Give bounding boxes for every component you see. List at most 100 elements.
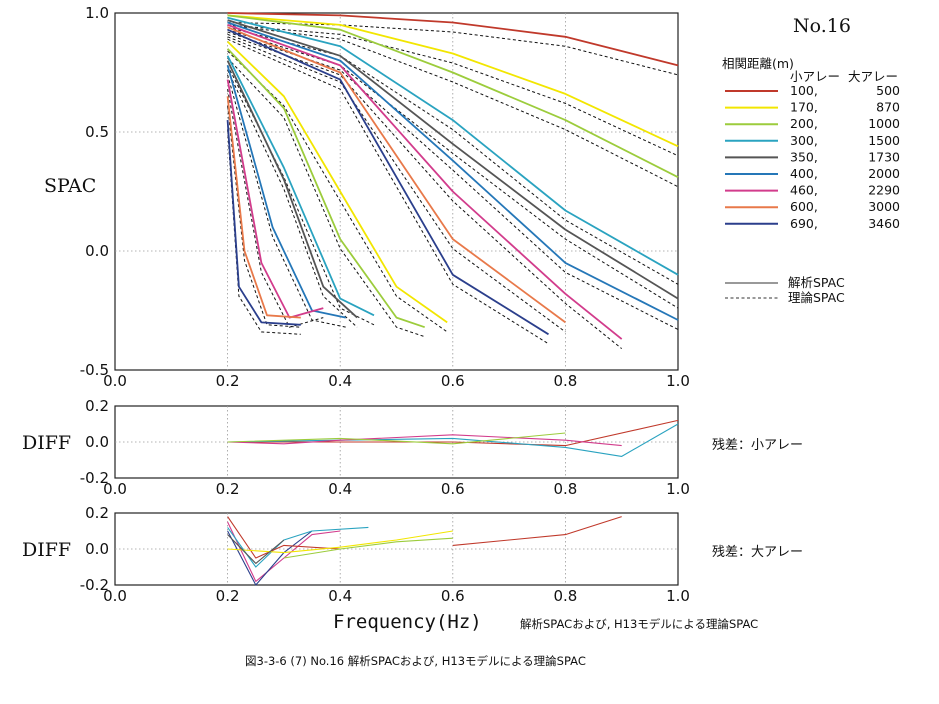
- theory-spac-legend-label: 理論SPAC: [788, 290, 845, 305]
- diff-small-series-line: [227, 432, 566, 445]
- spac-x-tick-label: 0.2: [216, 372, 240, 390]
- spac-x-tick-label: 0.6: [441, 372, 465, 390]
- spac-theory-line: [227, 129, 301, 335]
- spac-x-tick-label: 0.4: [328, 372, 352, 390]
- diff-large-y-tick-label: -0.2: [80, 576, 109, 594]
- diff-large-series-line: [283, 537, 453, 559]
- frequency-axis-label: Frequency(Hz): [333, 611, 482, 633]
- legend-large-distance: 1500: [868, 133, 900, 148]
- spac-theory-line: [227, 33, 623, 349]
- legend-large-distance: 1000: [868, 116, 900, 131]
- spac-theory-line: [227, 57, 425, 338]
- spac-series-line: [227, 14, 679, 148]
- spac-series-line: [227, 24, 623, 340]
- spac-series-line: [227, 21, 679, 321]
- spac-series-line: [226, 120, 301, 326]
- spac-series-line: [227, 16, 679, 276]
- legend-small-distance: 460,: [790, 183, 818, 198]
- spac-series-line: [226, 60, 358, 319]
- spac-series-line: [226, 65, 346, 319]
- spac-x-tick-label: 0.8: [553, 372, 577, 390]
- spac-theory-line: [227, 29, 679, 309]
- spac-y-tick-label: 1.0: [85, 4, 109, 22]
- diff-large-panel: 0.0 0.2 0.4 0.6 0.8 1.0-0.20.00.2: [80, 504, 690, 605]
- diff-small-axis-label: DIFF: [22, 432, 71, 454]
- legend-small-distance: 600,: [790, 199, 818, 214]
- spac-y-tick-label: 0.5: [85, 123, 109, 141]
- diff-large-series-line: [227, 530, 453, 554]
- diff-small-panel: 0.0 0.2 0.4 0.6 0.8 1.0-0.20.00.2: [80, 397, 690, 498]
- legend-large-distance: 3460: [868, 216, 900, 231]
- diff-small-series-line: [227, 419, 679, 447]
- legend-small-distance: 200,: [790, 116, 818, 131]
- diff-small-x-tick-label: 1.0: [666, 480, 690, 498]
- spac-series-line: [227, 19, 679, 300]
- diff-large-axis-label: DIFF: [22, 539, 71, 561]
- diff-small-series-line: [227, 434, 622, 447]
- legend-title: 相関距離(m): [722, 56, 794, 71]
- diff-large-y-tick-label: 0.0: [85, 540, 109, 558]
- analysis-spac-legend-label: 解析SPAC: [788, 275, 845, 290]
- spac-theory-line: [227, 105, 301, 328]
- diff-small-x-tick-label: 0.8: [553, 480, 577, 498]
- spac-theory-line: [227, 69, 358, 328]
- diff-large-x-tick-label: 0.6: [441, 587, 465, 605]
- diff-large-x-tick-label: 0.8: [553, 587, 577, 605]
- spac-plot-frame: [114, 12, 679, 371]
- diff-large-x-tick-label: 0.4: [328, 587, 352, 605]
- diff-small-y-tick-label: 0.2: [85, 397, 109, 415]
- spac-theory-line: [227, 89, 324, 328]
- spac-series-line: [227, 12, 679, 67]
- spac-y-tick-label: 0.0: [85, 242, 109, 260]
- diff-large-y-tick-label: 0.2: [85, 504, 109, 522]
- legend-small-distance: 400,: [790, 166, 818, 181]
- diff-small-y-tick-label: -0.2: [80, 469, 109, 487]
- diff-small-series-line: [227, 423, 679, 457]
- legend-large-distance: 2000: [868, 166, 900, 181]
- spac-series-line: [226, 48, 425, 329]
- spac-series-line: [226, 55, 375, 317]
- diff-large-series-line: [452, 516, 622, 546]
- diff-small-x-tick-label: 0.6: [441, 480, 465, 498]
- figure-caption: 図3-3-6 (7) No.16 解析SPACおよび, H13モデルによる理論S…: [245, 654, 586, 668]
- diff-large-series-line: [227, 530, 313, 586]
- spac-theory-line: [227, 74, 346, 328]
- legend-small-distance: 300,: [790, 133, 818, 148]
- legend-col-small: 小アレー: [790, 69, 840, 84]
- spac-theory-line: [227, 38, 549, 345]
- diff-large-series-line: [227, 534, 285, 564]
- legend-col-large: 大アレー: [848, 69, 898, 84]
- station-title: No.16: [793, 15, 851, 37]
- legend-large-distance: 3000: [868, 199, 900, 214]
- spac-series-line: [226, 40, 448, 324]
- diff-large-x-tick-label: 1.0: [666, 587, 690, 605]
- legend-small-distance: 100,: [790, 83, 818, 98]
- chart-subtitle: 解析SPACおよび, H13モデルによる理論SPAC: [520, 617, 758, 631]
- spac-series-line: [227, 14, 679, 179]
- diff-small-y-tick-label: 0.0: [85, 433, 109, 451]
- legend-large-distance: 870: [876, 100, 900, 115]
- spac-x-tick-label: 0.0: [103, 372, 127, 390]
- diff-small-x-tick-label: 0.4: [328, 480, 352, 498]
- residual-small-label: 残差：小アレー: [712, 438, 803, 453]
- spac-series-line: [227, 28, 549, 336]
- legend-large-distance: 500: [876, 83, 900, 98]
- spac-theory-line: [227, 24, 679, 188]
- diff-large-x-tick-label: 0.0: [103, 587, 127, 605]
- spac-x-tick-label: 1.0: [666, 372, 690, 390]
- residual-large-label: 残差：大アレー: [712, 545, 803, 560]
- legend-large-distance: 2290: [868, 183, 900, 198]
- spac-series-line: [226, 79, 324, 319]
- spac-series-line: [226, 96, 301, 319]
- legend: 相関距離(m) 小アレー 大アレー 100, 500 170, 870 200, 1000…: [722, 56, 900, 305]
- legend-small-distance: 170,: [790, 100, 818, 115]
- spac-panel: 0.0 0.2 0.4 0.6 0.8 1.0-0.50.00.51.0: [80, 4, 690, 390]
- spac-theory-line: [227, 26, 679, 285]
- legend-small-distance: 690,: [790, 216, 818, 231]
- diff-large-x-tick-label: 0.2: [216, 587, 240, 605]
- spac-theory-line: [227, 36, 566, 333]
- spac-series-line: [227, 26, 566, 324]
- legend-small-distance: 350,: [790, 149, 818, 164]
- legend-large-distance: 1730: [868, 149, 900, 164]
